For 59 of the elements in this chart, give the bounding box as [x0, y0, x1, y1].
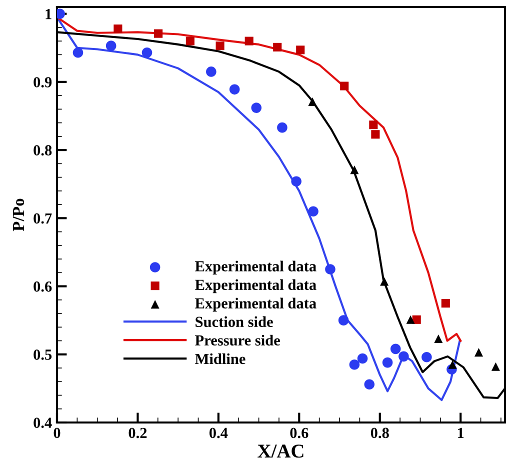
- y-axis-title: P/Po: [12, 198, 24, 232]
- point: [434, 334, 443, 343]
- point: [154, 29, 163, 38]
- point: [340, 82, 349, 90]
- y-tick-label: 1: [46, 9, 52, 20]
- point: [338, 315, 349, 326]
- legend-label: Midline: [195, 353, 246, 364]
- point: [398, 351, 409, 362]
- point: [308, 206, 318, 216]
- x-tick-label: 1: [458, 428, 464, 438]
- point: [371, 130, 380, 139]
- legend-label: Experimental data: [195, 260, 316, 275]
- point: [296, 46, 305, 54]
- x-tick-label: 0.2: [128, 428, 147, 438]
- x-tick-label: 0: [54, 428, 60, 438]
- point: [106, 40, 116, 51]
- point: [390, 344, 401, 354]
- point: [382, 357, 393, 368]
- legend-label: Experimental data: [195, 298, 316, 312]
- point: [474, 348, 484, 357]
- point: [364, 379, 375, 390]
- point: [72, 47, 84, 58]
- x-axis-title: X/AC: [258, 444, 304, 458]
- y-tick-label: 0.5: [34, 350, 52, 360]
- x-tick-label: 0.4: [209, 428, 228, 438]
- point: [251, 102, 262, 113]
- point: [216, 42, 224, 50]
- point: [325, 264, 336, 274]
- point: [206, 66, 216, 77]
- point: [441, 299, 450, 308]
- point: [412, 315, 421, 324]
- point: [406, 315, 415, 324]
- y-tick-label: 0.4: [34, 418, 52, 428]
- point: [244, 36, 254, 46]
- legend-label: Suction side: [196, 316, 273, 328]
- legend-label: Experimental data: [195, 279, 316, 294]
- point: [369, 120, 378, 130]
- point: [422, 352, 432, 362]
- y-tick-label: 0.7: [34, 213, 52, 224]
- point: [380, 277, 389, 286]
- point: [350, 166, 359, 174]
- x-tick-label: 0.8: [370, 428, 389, 438]
- y-tick-label: 0.9: [34, 77, 52, 88]
- point: [308, 97, 317, 106]
- point: [273, 42, 282, 52]
- point: [349, 359, 360, 370]
- point: [229, 84, 240, 95]
- point: [277, 122, 288, 133]
- point: [448, 360, 457, 369]
- point: [291, 176, 302, 187]
- point: [114, 24, 122, 34]
- y-tick-label: 0.8: [34, 145, 52, 156]
- y-tick-label: 0.6: [34, 281, 52, 292]
- legend-label: Pressure side: [195, 334, 280, 346]
- point: [491, 362, 500, 371]
- point: [142, 47, 152, 58]
- point: [357, 353, 368, 364]
- point: [186, 36, 194, 46]
- x-tick-label: 0.6: [290, 428, 308, 438]
